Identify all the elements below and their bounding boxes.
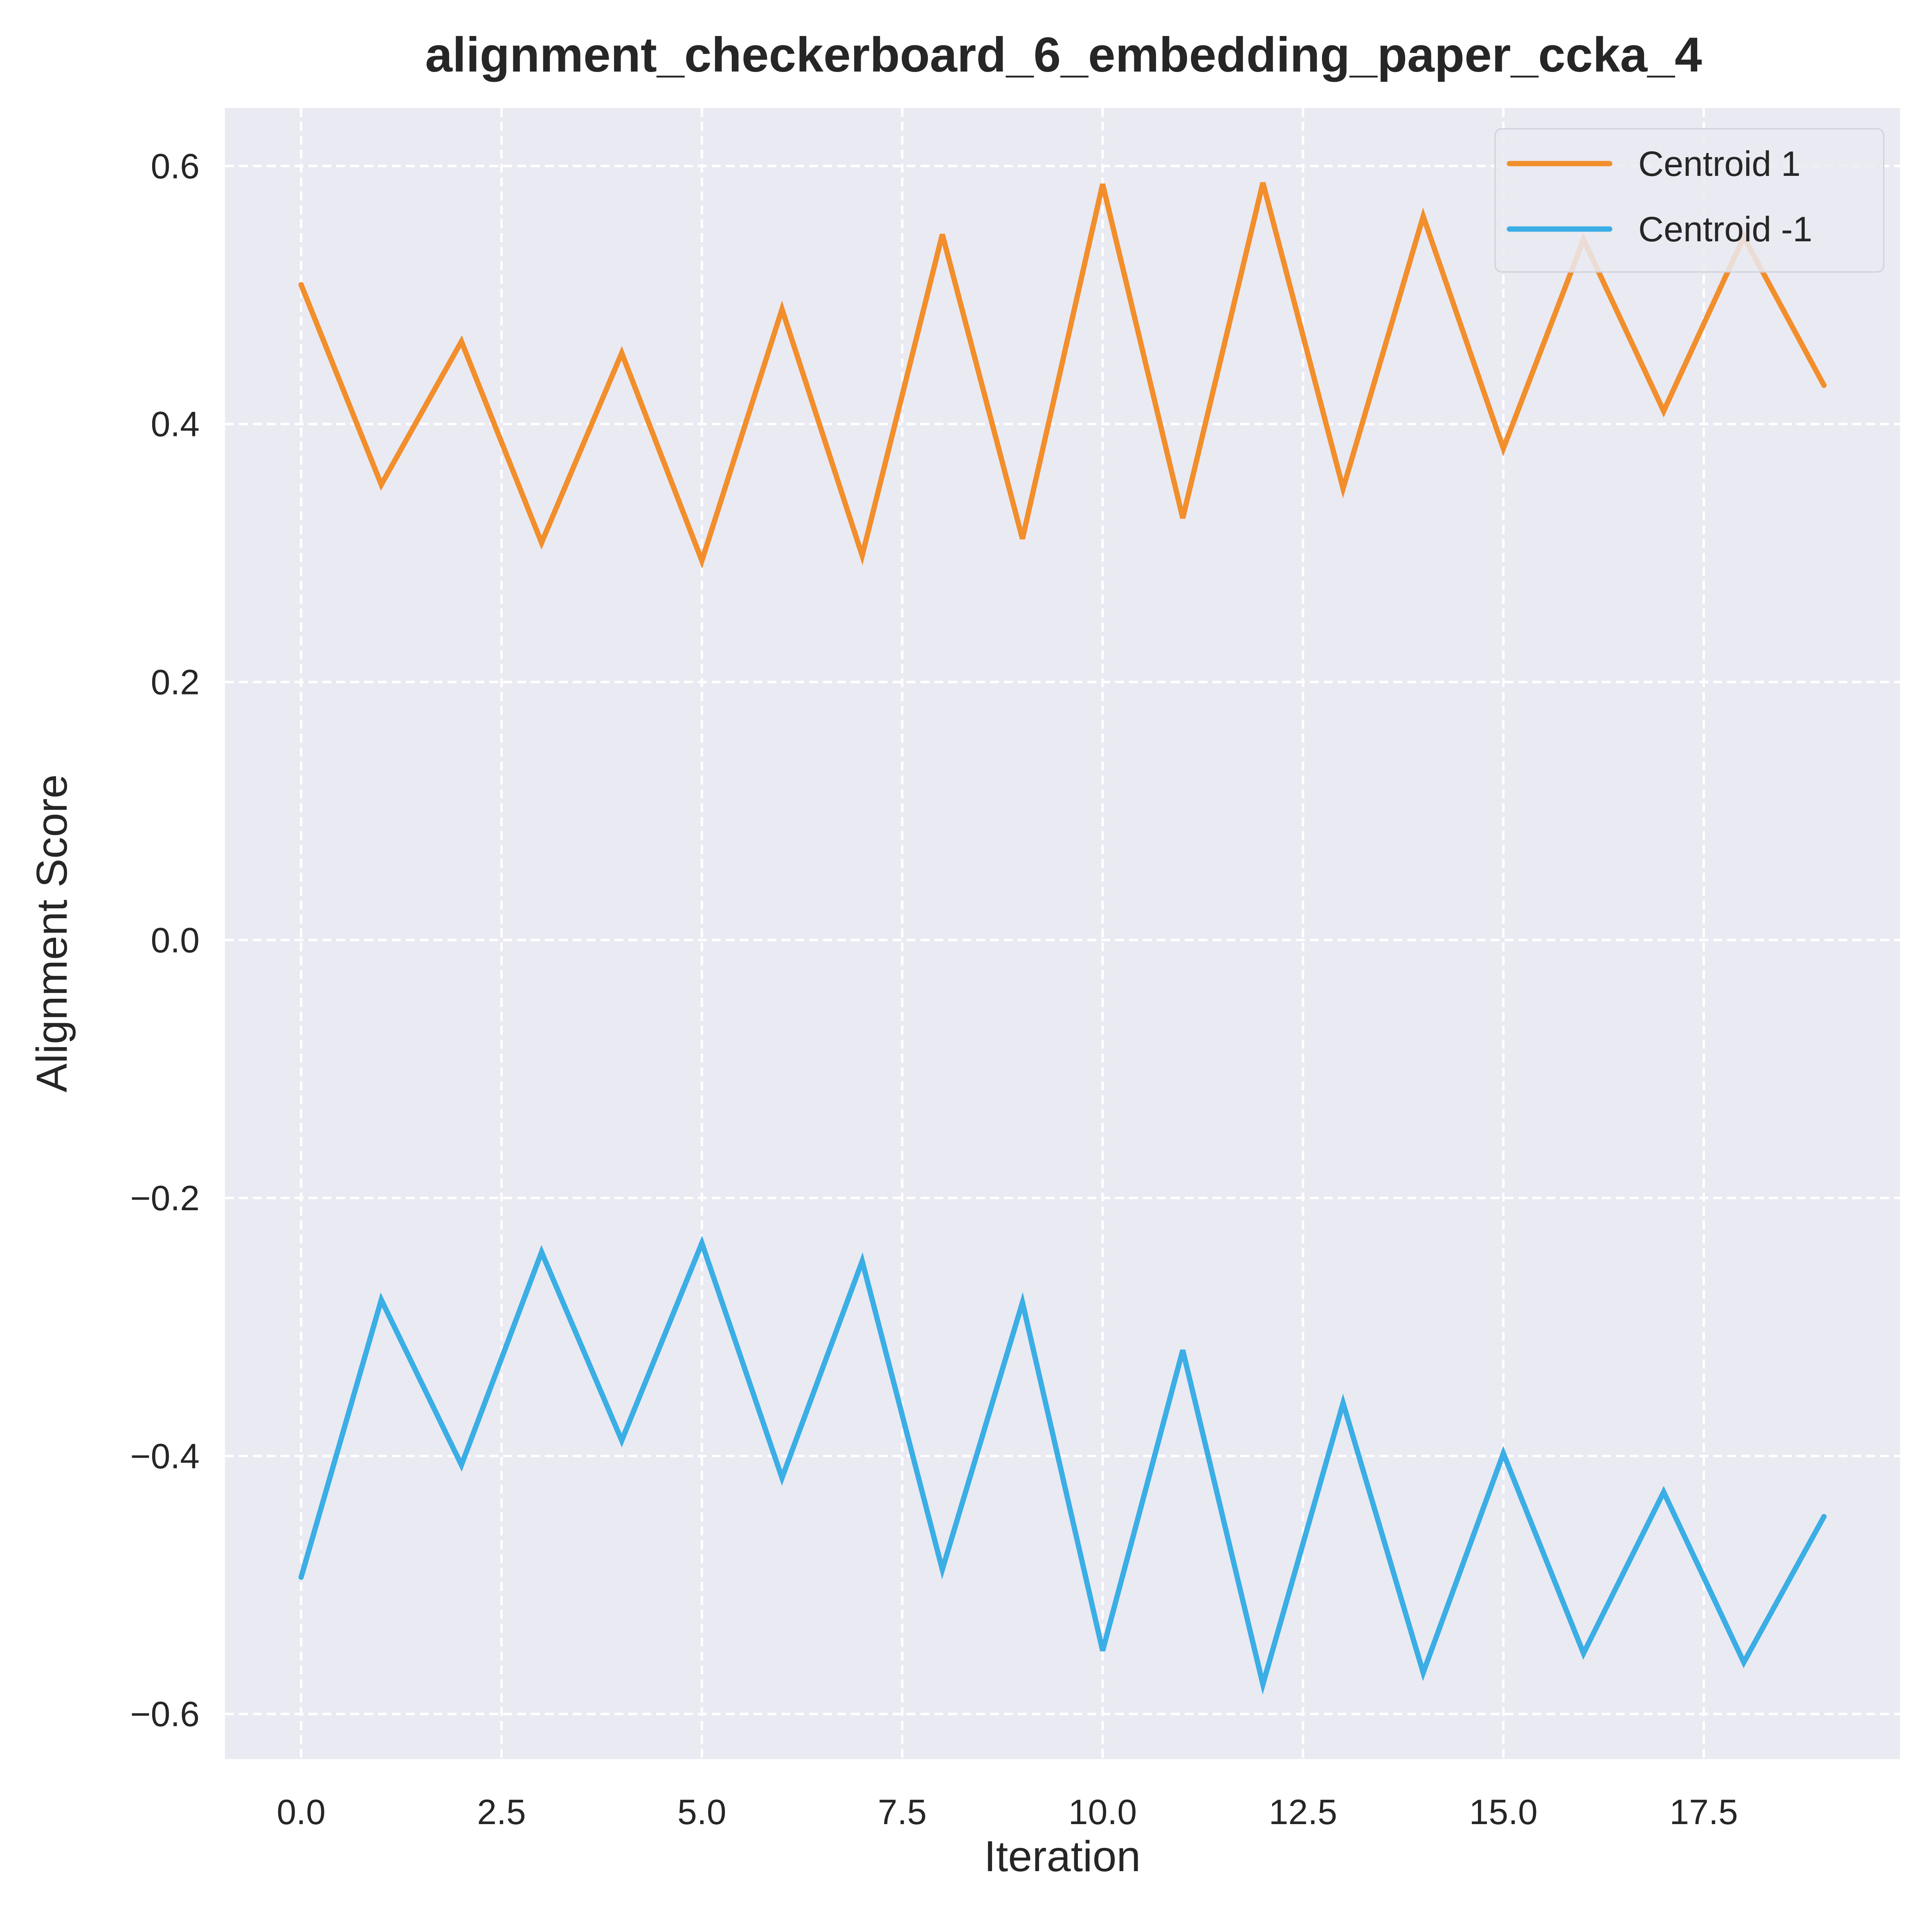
x-axis-label: Iteration xyxy=(984,1832,1140,1881)
x-tick-label: 10.0 xyxy=(1068,1793,1137,1832)
y-tick-label: 0.0 xyxy=(151,921,200,960)
legend-label-centroid-neg1: Centroid -1 xyxy=(1638,210,1812,249)
x-tick-label: 5.0 xyxy=(677,1793,726,1832)
y-tick-label: 0.2 xyxy=(151,663,200,702)
y-tick-label: −0.4 xyxy=(130,1437,200,1476)
x-tick-label: 0.0 xyxy=(277,1793,326,1832)
y-tick-label: 0.6 xyxy=(151,147,200,186)
y-tick-label: 0.4 xyxy=(151,405,200,444)
y-axis-label: Alignment Score xyxy=(28,774,76,1092)
y-tick-label: −0.6 xyxy=(130,1695,200,1734)
x-tick-labels: 0.0 2.5 5.0 7.5 10.0 12.5 15.0 17.5 xyxy=(277,1793,1738,1832)
chart-title: alignment_checkerboard_6_embedding_paper… xyxy=(425,27,1702,82)
series-lines xyxy=(298,182,1827,1695)
x-tick-label: 2.5 xyxy=(477,1793,526,1832)
y-tick-labels: −0.6 −0.4 −0.2 0.0 0.2 0.4 0.6 xyxy=(130,147,200,1734)
x-tick-label: 17.5 xyxy=(1669,1793,1738,1832)
legend: Centroid 1 Centroid -1 xyxy=(1494,128,1885,273)
legend-label-centroid-1: Centroid 1 xyxy=(1638,144,1801,184)
y-tick-label: −0.2 xyxy=(130,1179,200,1218)
x-tick-label: 12.5 xyxy=(1269,1793,1337,1832)
series-line-centroid-1 xyxy=(298,182,1827,569)
series-line-centroid-neg1 xyxy=(298,1235,1827,1695)
x-tick-label: 15.0 xyxy=(1469,1793,1537,1832)
x-tick-label: 7.5 xyxy=(878,1793,927,1832)
